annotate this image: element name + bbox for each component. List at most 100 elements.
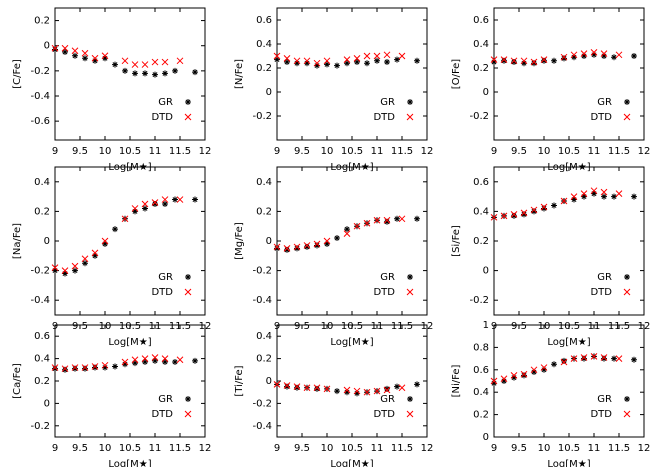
data-point	[591, 190, 597, 197]
legend-label: DTD	[151, 287, 173, 298]
y-tick-label: 0	[44, 398, 50, 409]
data-point	[541, 366, 547, 373]
data-point	[141, 355, 149, 362]
x-tick-label: 11	[588, 146, 601, 157]
y-tick-label: 0	[483, 87, 489, 98]
x-axis-label: Log[M★]	[330, 337, 373, 348]
data-point	[343, 230, 351, 237]
data-point	[192, 196, 198, 203]
data-point	[81, 49, 89, 57]
data-point	[121, 57, 129, 65]
data-point	[581, 53, 587, 59]
y-tick-label: 0.2	[34, 376, 50, 387]
x-axis-label: Log[M★]	[108, 337, 151, 348]
x-tick-label: 11.5	[391, 443, 413, 454]
data-point	[580, 354, 588, 361]
data-point	[323, 237, 331, 245]
x-tick-label: 10.5	[341, 443, 363, 454]
y-axis-label: [Ti/Fe]	[234, 365, 245, 396]
data-point	[531, 369, 537, 376]
plot-frame	[276, 166, 428, 316]
data-point	[383, 51, 391, 59]
data-point	[284, 59, 290, 65]
data-point	[294, 60, 300, 67]
y-axis-label: [N/Fe]	[234, 59, 245, 89]
data-point	[142, 205, 148, 212]
data-point	[394, 56, 400, 63]
legend-marker	[406, 410, 414, 418]
data-point	[324, 61, 330, 68]
y-tick-label: 0.2	[256, 354, 272, 365]
data-point	[398, 384, 406, 392]
x-tick-label: 11.5	[169, 146, 191, 157]
data-point	[398, 52, 406, 60]
data-point	[142, 358, 148, 365]
data-point	[293, 243, 301, 251]
data-point	[500, 56, 508, 63]
data-point	[631, 193, 637, 200]
data-point	[353, 222, 361, 230]
data-point	[414, 381, 420, 388]
y-tick-label: 0	[44, 41, 50, 52]
data-point	[561, 357, 567, 364]
data-point	[601, 193, 607, 200]
data-point	[491, 59, 497, 65]
y-tick-label: 0.4	[256, 177, 272, 188]
data-point	[570, 355, 578, 362]
data-point	[62, 366, 68, 373]
legend-label: DTD	[151, 112, 173, 123]
data-point	[520, 209, 528, 217]
data-point	[142, 70, 148, 77]
data-point	[273, 243, 281, 251]
data-point	[121, 215, 129, 223]
y-tick-label: 0.6	[473, 365, 489, 376]
y-tick-label: -0.4	[252, 295, 272, 306]
data-point	[82, 260, 88, 267]
data-point	[61, 365, 69, 373]
data-point	[92, 364, 98, 371]
y-tick-label: 0.2	[473, 410, 489, 421]
data-point	[304, 60, 310, 67]
x-tick-label: 11.5	[608, 146, 630, 157]
data-point	[373, 52, 381, 60]
data-point	[591, 51, 597, 58]
y-tick-label: -0.6	[30, 116, 50, 127]
data-point	[383, 216, 391, 224]
data-point	[152, 71, 158, 78]
data-point	[313, 384, 321, 392]
data-point	[323, 385, 331, 393]
legend-marker	[623, 288, 631, 296]
plot-frame	[493, 7, 645, 141]
y-tick-label: -0.2	[30, 266, 50, 277]
data-point	[161, 196, 169, 203]
data-point	[72, 52, 78, 59]
x-axis-label: Log[M★]	[547, 337, 590, 348]
y-axis-label: [Si/Fe]	[451, 225, 462, 257]
data-point	[571, 196, 577, 203]
data-point	[615, 51, 623, 59]
data-point	[162, 358, 168, 365]
data-point	[314, 62, 320, 69]
plot-frame	[493, 166, 645, 316]
legend-marker	[184, 288, 192, 296]
data-point	[152, 357, 158, 364]
data-point	[101, 52, 109, 60]
data-point	[192, 357, 198, 364]
plot-frame	[276, 324, 428, 438]
data-point	[581, 193, 587, 200]
data-point	[383, 386, 391, 394]
legend-marker	[624, 99, 630, 105]
panel: -0.4-0.200.20.499.51010.51111.512Log[M★]…	[234, 166, 433, 348]
data-point	[51, 264, 59, 271]
data-point	[273, 52, 281, 60]
data-point	[600, 50, 608, 57]
plot-frame	[54, 7, 206, 141]
x-tick-label: 10.5	[119, 146, 141, 157]
data-point	[151, 58, 159, 66]
x-tick-label: 9	[52, 146, 58, 157]
data-point	[294, 384, 300, 391]
data-point	[51, 364, 59, 371]
data-point	[530, 206, 538, 214]
